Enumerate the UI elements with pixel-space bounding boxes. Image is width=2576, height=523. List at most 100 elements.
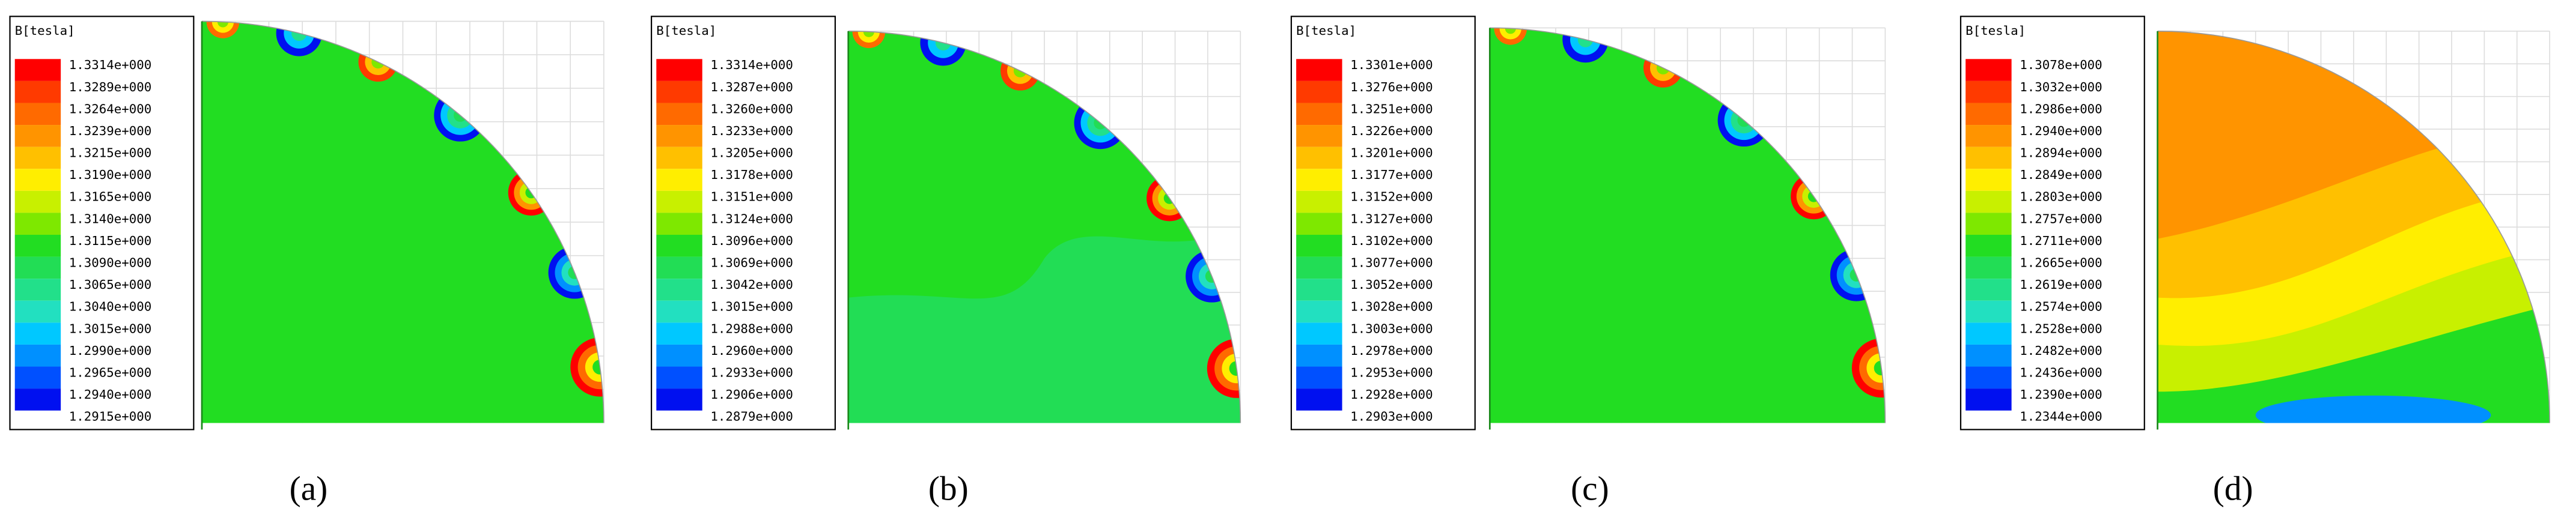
legend-swatch <box>656 344 702 367</box>
field-fill <box>1490 28 1886 423</box>
legend-swatch <box>1296 59 1342 81</box>
legend-label: 1.2960e+000 <box>710 343 793 358</box>
legend-label: 1.3264e+000 <box>69 101 151 116</box>
legend-swatch <box>1965 366 2012 389</box>
legend-label: 1.3177e+000 <box>1350 168 1433 182</box>
legend-swatch <box>14 344 61 367</box>
legend-label: 1.3152e+000 <box>1350 190 1433 204</box>
legend-swatch <box>1965 344 2012 367</box>
caption: (d) <box>2213 470 2253 507</box>
legend-title: B[tesla] <box>1296 23 1356 38</box>
legend-label: 1.3028e+000 <box>1350 300 1433 314</box>
legend-label: 1.3314e+000 <box>710 58 793 72</box>
legend-swatch <box>656 213 702 235</box>
contour-plot <box>2157 31 2551 430</box>
legend-swatch <box>14 59 61 81</box>
legend-swatch <box>1965 80 2012 103</box>
legend-label: 1.3201e+000 <box>1350 146 1433 160</box>
legend-swatch <box>14 190 61 213</box>
legend-swatch <box>1296 169 1342 191</box>
legend-label: 1.2988e+000 <box>710 321 793 336</box>
field-blob <box>2255 395 2491 423</box>
legend-label: 1.3102e+000 <box>1350 234 1433 248</box>
legend-swatch <box>14 300 61 323</box>
legend-swatch <box>1296 80 1342 103</box>
legend-label: 1.3239e+000 <box>69 124 151 138</box>
legend: B[tesla] 1.3314e+000 1.3289e+000 1.3264e+00… <box>9 16 195 431</box>
legend-label: 1.3215e+000 <box>69 146 151 160</box>
legend-label: 1.3226e+000 <box>1350 124 1433 138</box>
legend-swatch <box>656 59 702 81</box>
legend-label: 1.3151e+000 <box>710 190 793 204</box>
legend-swatch <box>14 366 61 389</box>
legend-label: 1.2344e+000 <box>2020 410 2102 424</box>
legend-label: 1.2711e+000 <box>2020 234 2102 248</box>
legend-swatch <box>14 213 61 235</box>
plot-outline <box>2157 31 2551 423</box>
legend-label: 1.3287e+000 <box>710 80 793 94</box>
legend-swatch <box>1296 300 1342 323</box>
legend-label: 1.3040e+000 <box>69 300 151 314</box>
legend-label: 1.2915e+000 <box>69 410 151 424</box>
legend-label: 1.2879e+000 <box>710 410 793 424</box>
legend-swatch <box>1296 279 1342 301</box>
field-fill <box>201 21 604 423</box>
legend-label: 1.3124e+000 <box>710 211 793 226</box>
contour-plot <box>1488 27 1886 430</box>
legend-label: 1.3140e+000 <box>69 211 151 226</box>
legend-swatch <box>656 322 702 345</box>
legend-label: 1.2849e+000 <box>2020 168 2102 182</box>
legend-label: 1.3178e+000 <box>710 168 793 182</box>
legend-label: 1.2619e+000 <box>2020 277 2102 292</box>
legend-swatch <box>1296 147 1342 169</box>
legend-label: 1.3127e+000 <box>1350 211 1433 226</box>
legend-swatch <box>1965 59 2012 81</box>
panel: B[tesla] 1.3078e+000 1.3032e+000 1.2986e+00… <box>1959 16 2551 507</box>
legend-label: 1.3251e+000 <box>1350 101 1433 116</box>
legend-label: 1.3090e+000 <box>69 256 151 270</box>
legend-label: 1.3165e+000 <box>69 190 151 204</box>
field <box>848 31 1241 423</box>
legend-label: 1.2990e+000 <box>69 343 151 358</box>
legend-swatch <box>14 322 61 345</box>
legend-label: 1.2940e+000 <box>69 387 151 402</box>
legend-label: 1.3205e+000 <box>710 146 793 160</box>
legend-swatch <box>1965 190 2012 213</box>
legend-label: 1.3032e+000 <box>2020 80 2102 94</box>
legend-swatch <box>1965 147 2012 169</box>
legend-swatch <box>1296 366 1342 389</box>
legend-swatch <box>14 256 61 279</box>
legend-swatch <box>1965 279 2012 301</box>
legend-label: 1.3003e+000 <box>1350 321 1433 336</box>
legend: B[tesla] 1.3314e+000 1.3287e+000 1.3260e+00… <box>651 16 836 431</box>
legend-label: 1.3015e+000 <box>710 300 793 314</box>
panel: B[tesla] 1.3314e+000 1.3287e+000 1.3260e+00… <box>651 16 1241 507</box>
legend-swatch <box>1296 322 1342 345</box>
legend-label: 1.2953e+000 <box>1350 365 1433 379</box>
legend-label: 1.3233e+000 <box>710 124 793 138</box>
legend-label: 1.2803e+000 <box>2020 190 2102 204</box>
legend-label: 1.3077e+000 <box>1350 256 1433 270</box>
legend-label: 1.2940e+000 <box>2020 124 2102 138</box>
legend-swatch <box>14 147 61 169</box>
legend-title: B[tesla] <box>1965 23 2026 38</box>
legend-label: 1.2757e+000 <box>2020 211 2102 226</box>
legend-label: 1.2933e+000 <box>710 365 793 379</box>
legend-swatch <box>656 147 702 169</box>
legend-label: 1.2906e+000 <box>710 387 793 402</box>
legend-label: 1.3301e+000 <box>1350 58 1433 72</box>
legend-swatch <box>1296 103 1342 125</box>
field <box>201 21 604 423</box>
legend-swatch <box>656 125 702 147</box>
legend-swatch <box>656 169 702 191</box>
legend-label: 1.2928e+000 <box>1350 387 1433 402</box>
field-band <box>2157 305 2550 423</box>
contour-plot <box>201 20 604 430</box>
legend-swatch <box>656 103 702 125</box>
legend-swatch <box>1965 125 2012 147</box>
legend-label: 1.3078e+000 <box>2020 58 2102 72</box>
legend-label: 1.3042e+000 <box>710 277 793 292</box>
legend-swatch <box>1296 344 1342 367</box>
legend-label: 1.3052e+000 <box>1350 277 1433 292</box>
